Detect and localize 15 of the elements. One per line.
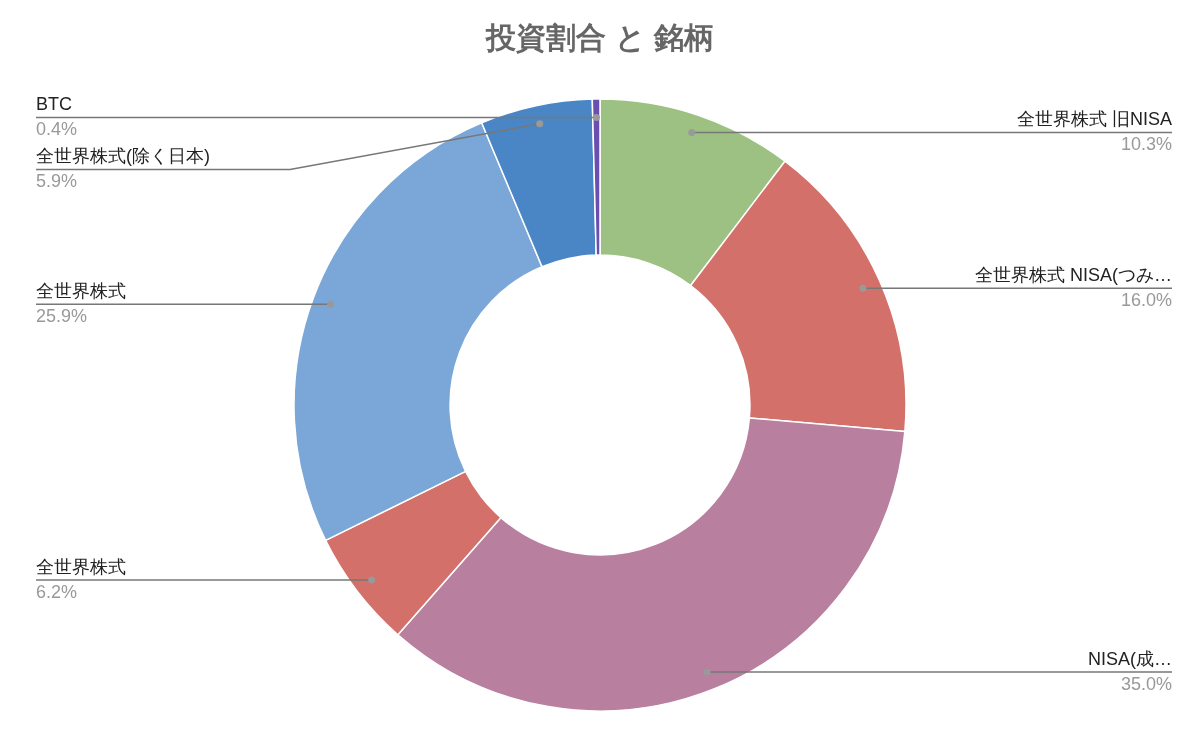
data-label: 6.2% [36, 581, 78, 602]
data-label: 35.0% [1120, 673, 1172, 694]
data-label: 16.0% [1120, 290, 1172, 311]
data-label: 10.3% [1120, 134, 1172, 155]
data-label: 5.9% [36, 171, 78, 192]
slice-label: NISA(成… [1087, 648, 1172, 669]
slice-label: 全世界株式 [36, 556, 126, 577]
chart-title: 投資割合 と 銘柄 [485, 21, 714, 55]
slice-label: 全世界株式 NISA(つみ… [974, 265, 1172, 286]
slice-label: 全世界株式 [36, 281, 126, 302]
slice-label: BTC [36, 94, 72, 115]
data-label: 0.4% [36, 119, 78, 140]
data-label: 25.9% [36, 306, 88, 327]
slice-label: 全世界株式(除く日本) [36, 146, 210, 167]
slice-label: 全世界株式 旧NISA [1016, 109, 1172, 130]
